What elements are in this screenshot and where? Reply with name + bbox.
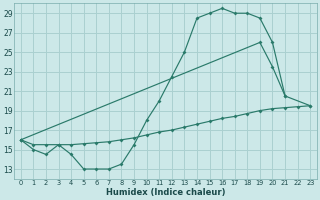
X-axis label: Humidex (Indice chaleur): Humidex (Indice chaleur) [106,188,225,197]
